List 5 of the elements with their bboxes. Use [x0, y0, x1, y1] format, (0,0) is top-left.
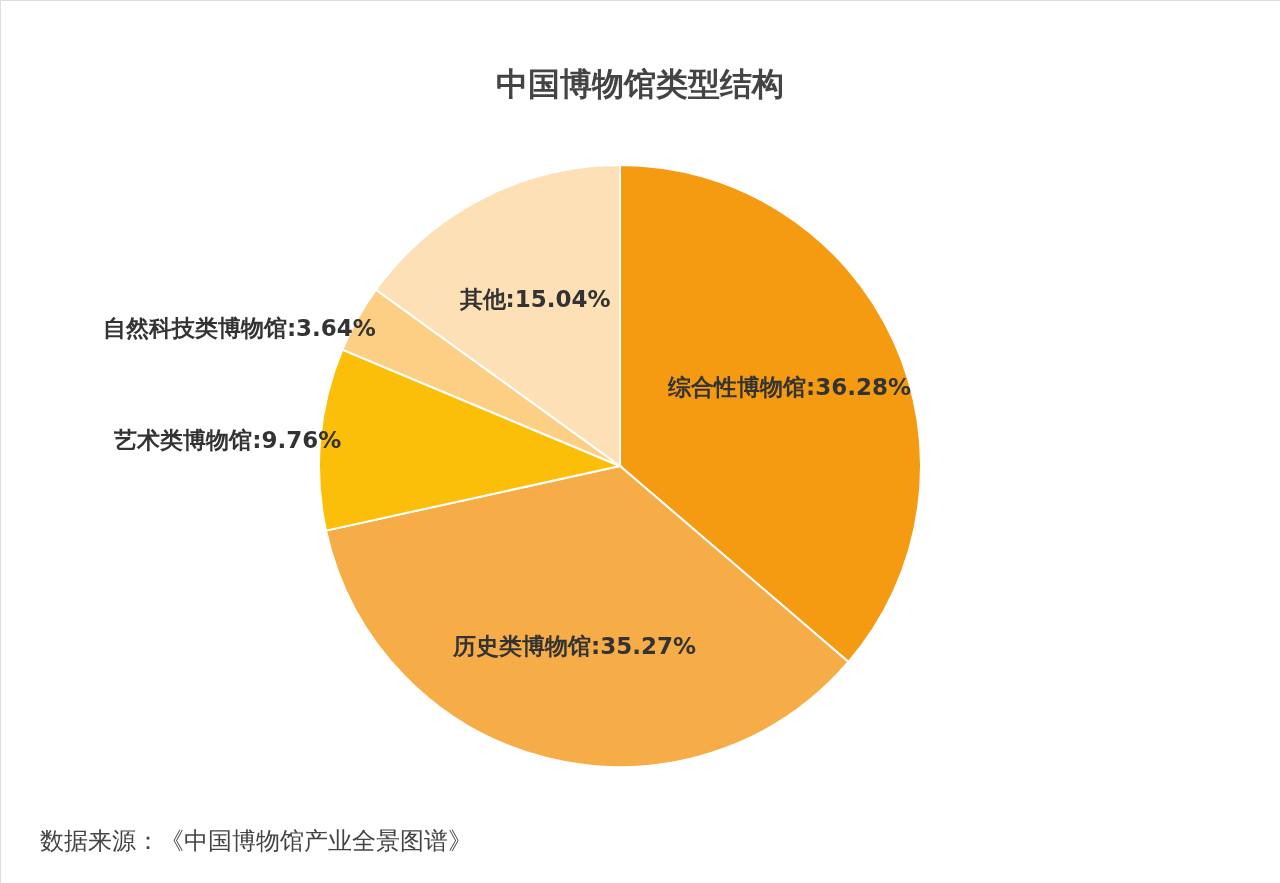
slice-label: 历史类博物馆:35.27% [451, 632, 696, 659]
source-note: 数据来源：《中国博物馆产业全景图谱》 [40, 827, 472, 855]
chart-title: 中国博物馆类型结构 [496, 65, 784, 103]
slice-label: 综合性博物馆:36.28% [667, 374, 912, 401]
slice-label: 其他:15.04% [458, 285, 611, 312]
